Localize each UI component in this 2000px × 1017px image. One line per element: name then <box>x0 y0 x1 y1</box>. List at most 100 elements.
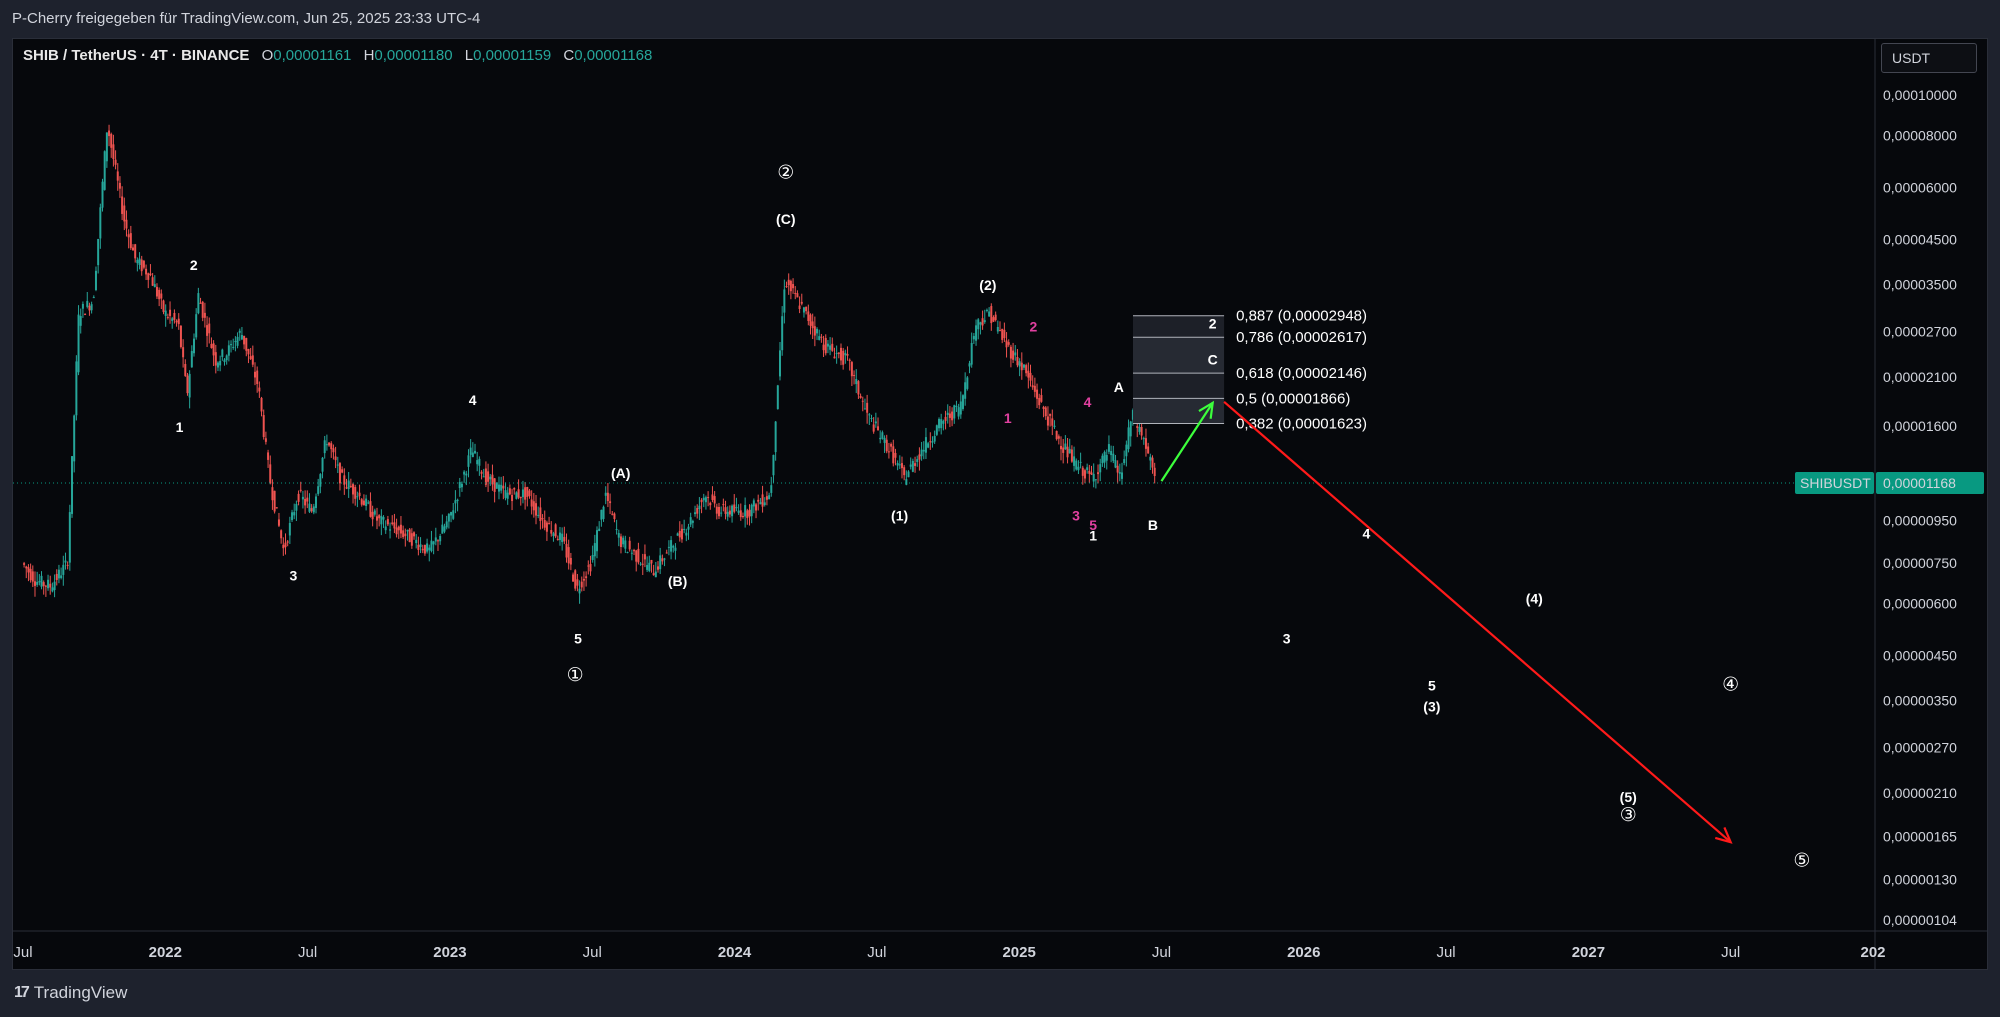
wave-label: 5 <box>1428 678 1436 694</box>
candle-body <box>44 585 47 587</box>
candle-body <box>951 411 954 421</box>
x-tick-label: Jul <box>583 944 602 961</box>
candle-body <box>648 562 651 572</box>
candle-body <box>360 499 363 505</box>
candle-body <box>179 325 182 348</box>
candle-body <box>169 309 172 316</box>
candle-body <box>696 507 699 514</box>
candle-body <box>918 454 921 460</box>
candle-body <box>103 151 106 190</box>
currency-button[interactable]: USDT <box>1881 43 1977 73</box>
candle-body <box>582 578 585 581</box>
candle-body <box>27 567 30 573</box>
candle-body <box>251 355 254 365</box>
candle-body <box>40 575 43 587</box>
candle-body <box>64 560 67 563</box>
candle-body <box>676 533 679 536</box>
candle-body <box>678 530 681 538</box>
candle-body <box>778 350 781 377</box>
wave-label: C <box>1208 352 1218 368</box>
candle-body <box>77 314 80 373</box>
candle-body <box>443 526 446 532</box>
candle-body <box>789 280 792 292</box>
open-value: 0,00001161 <box>273 47 352 64</box>
candle-body <box>460 483 463 488</box>
candle-body <box>1138 427 1141 432</box>
last-price-label: 0,00001168 <box>1883 475 1956 491</box>
candle-body <box>722 504 725 506</box>
candle-body <box>528 490 531 497</box>
candle-body <box>1027 370 1030 378</box>
candle-body <box>802 307 805 313</box>
candle-body <box>763 502 766 505</box>
candle-body <box>336 464 339 466</box>
candle-body <box>750 504 753 517</box>
candle-body <box>1147 446 1150 454</box>
candle-body <box>850 362 853 377</box>
candle-body <box>362 500 365 506</box>
y-tick-label: 0,00010000 <box>1883 87 1957 103</box>
candle-body <box>837 352 840 354</box>
candle-body <box>665 552 668 554</box>
candle-body <box>491 474 494 485</box>
y-tick-label: 0,00000130 <box>1883 872 1957 888</box>
fib-level-label: 0,887 (0,00002948) <box>1236 308 1367 325</box>
x-tick-label: Jul <box>1436 944 1455 961</box>
candle-body <box>88 305 91 311</box>
candle-body <box>890 443 893 447</box>
candle-body <box>992 317 995 322</box>
tradingview-brand[interactable]: 17 TradingView <box>14 983 127 1003</box>
candle-body <box>186 375 189 394</box>
candle-body <box>1029 372 1032 381</box>
candle-body <box>641 563 644 565</box>
candle-body <box>848 359 851 361</box>
candle-body <box>521 489 524 498</box>
candle-body <box>57 569 60 579</box>
candle-body <box>844 352 847 356</box>
candle-body <box>999 330 1002 332</box>
candle-body <box>905 479 908 485</box>
candle-body <box>781 316 784 351</box>
candle-body <box>626 552 629 554</box>
candle-body <box>739 510 742 518</box>
candle-body <box>556 538 559 541</box>
candle-body <box>524 487 527 500</box>
candle-body <box>389 529 392 531</box>
candle-body <box>704 497 707 503</box>
candle-body <box>617 533 620 538</box>
candle-body <box>118 182 121 189</box>
candle-body <box>667 546 670 548</box>
candle-body <box>826 343 829 347</box>
candle-body <box>195 314 198 338</box>
candle-body <box>439 536 442 542</box>
candle-body <box>866 402 869 413</box>
candle-body <box>129 233 132 249</box>
candle-body <box>933 435 936 442</box>
candle-body <box>500 484 503 491</box>
candle-body <box>574 570 577 589</box>
publisher-bar: P-Cherry freigegeben für TradingView.com… <box>0 0 2000 38</box>
price-chart[interactable]: 0,00010000 0,00008000 0,00006000 0,00004500… <box>13 39 1988 970</box>
x-tick-label: 2027 <box>1572 944 1605 961</box>
candle-body <box>182 347 185 358</box>
y-tick-label: 0,00000950 <box>1883 512 1957 528</box>
candle-body <box>1118 472 1121 474</box>
candle-body <box>465 473 468 476</box>
candle-body <box>591 555 594 560</box>
chart-frame[interactable]: 0,00010000 0,00008000 0,00006000 0,00004500… <box>12 38 1988 970</box>
wave-label: 2 <box>1209 315 1217 331</box>
candle-body <box>970 342 973 365</box>
candle-body <box>212 343 215 356</box>
candle-body <box>1051 418 1054 426</box>
candle-body <box>256 370 259 384</box>
candle-body <box>687 526 690 530</box>
low-label: L <box>464 47 474 64</box>
candle-body <box>1112 453 1115 461</box>
candle-body <box>508 488 511 495</box>
candle-body <box>203 312 206 318</box>
candle-body <box>861 400 864 402</box>
candle-body <box>402 530 405 538</box>
candle-body <box>872 424 875 432</box>
candle-body <box>726 511 729 517</box>
candle-body <box>911 460 914 472</box>
